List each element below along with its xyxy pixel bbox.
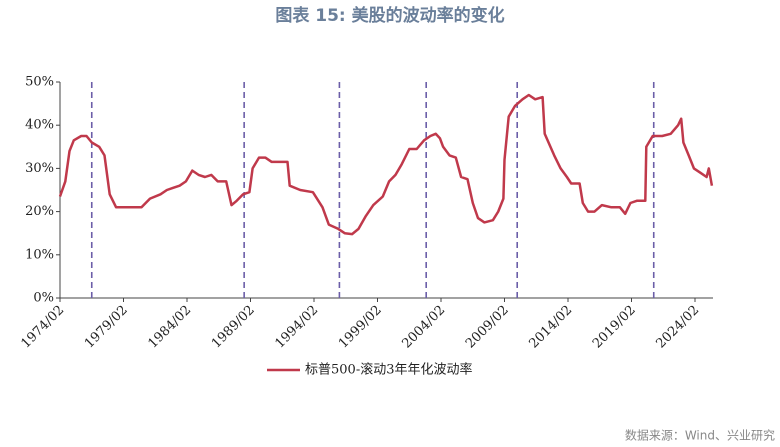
x-tick-label: 1994/02 [273,303,322,352]
x-tick-label: 2009/02 [463,303,512,352]
x-tick-label: 1999/02 [336,303,385,352]
data-line [58,93,714,236]
y-tick-label: 0% [33,291,54,306]
y-tick-label: 10% [25,247,54,262]
x-tick-label: 2024/02 [654,303,703,352]
x-tick-label: 1974/02 [19,303,68,352]
x-tick-label: 1984/02 [146,303,195,352]
chart-title: 图表 15: 美股的波动率的变化 [275,5,504,26]
x-tick-label: 2014/02 [527,303,576,352]
y-tick-label: 50% [25,75,54,90]
x-tick-label: 1979/02 [82,303,131,352]
legend-label: 标普500-滚动3年年化波动率 [305,362,472,378]
x-tick-label: 2004/02 [400,303,449,352]
x-tick-label: 2019/02 [590,303,639,352]
x-tick-label: 1989/02 [209,303,258,352]
y-tick-label: 40% [25,118,54,133]
y-tick-label: 30% [25,161,54,176]
y-tick-label: 20% [25,204,54,219]
source-note: 数据来源：Wind、兴业研究 [625,428,775,443]
